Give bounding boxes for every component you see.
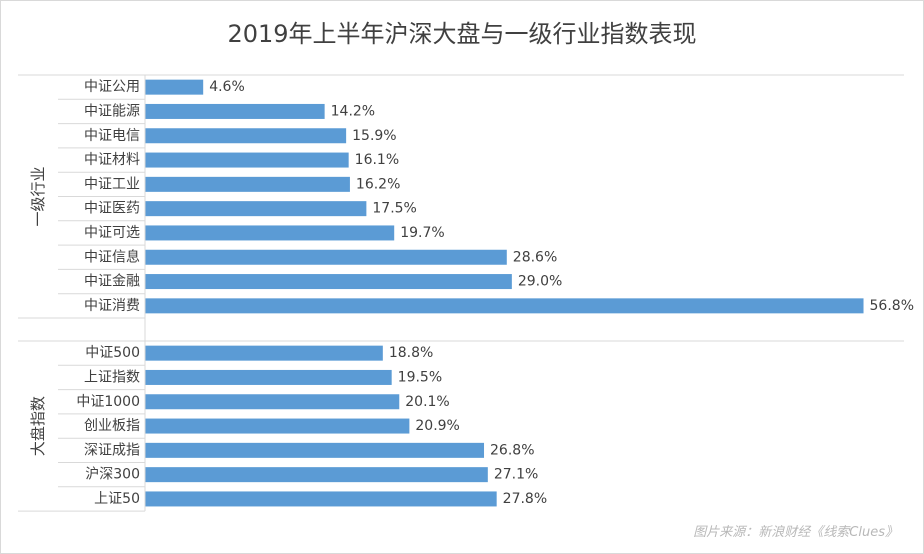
- category-label: 沪深300: [85, 467, 140, 483]
- category-label: 中证消费: [84, 298, 140, 314]
- bar: [145, 442, 485, 458]
- bar: [145, 369, 392, 385]
- data-label: 29.0%: [518, 274, 562, 290]
- bar: [145, 79, 204, 95]
- bar: [145, 394, 400, 410]
- bar: [145, 103, 325, 119]
- data-label: 27.8%: [503, 491, 547, 507]
- bar: [145, 128, 347, 144]
- category-label: 深证成指: [84, 442, 140, 458]
- category-label: 上证指数: [84, 369, 140, 385]
- data-label: 20.1%: [405, 394, 449, 410]
- bar: [145, 298, 864, 314]
- chart-title: 2019年上半年沪深大盘与一级行业指数表现: [227, 20, 697, 48]
- category-label: 中证材料: [84, 152, 140, 168]
- bar: [145, 491, 497, 507]
- category-label: 中证500: [85, 345, 140, 361]
- data-label: 56.8%: [870, 298, 914, 314]
- category-label: 中证金融: [84, 274, 140, 290]
- category-label: 中证1000: [76, 394, 140, 410]
- bar: [145, 345, 383, 361]
- data-label: 20.9%: [415, 418, 459, 434]
- data-label: 4.6%: [209, 79, 245, 95]
- category-label: 中证医药: [84, 201, 140, 217]
- group-label: 大盘指数: [29, 396, 47, 456]
- data-label: 18.8%: [389, 345, 433, 361]
- bar: [145, 418, 410, 434]
- category-label: 中证工业: [84, 176, 140, 192]
- group-label: 一级行业: [29, 166, 47, 226]
- category-label: 上证50: [94, 491, 140, 507]
- data-label: 19.5%: [398, 369, 442, 385]
- category-label: 中证可选: [84, 225, 140, 241]
- bar: [145, 225, 395, 241]
- bar: [145, 152, 349, 168]
- bar: [145, 249, 507, 265]
- data-label: 26.8%: [490, 442, 534, 458]
- data-label: 17.5%: [372, 201, 416, 217]
- data-label: 14.2%: [331, 103, 375, 119]
- data-label: 15.9%: [352, 128, 396, 144]
- category-label: 中证公用: [84, 79, 140, 95]
- data-label: 27.1%: [494, 467, 538, 483]
- source-note: 图片来源：新浪财经《线索Clues》: [693, 525, 898, 540]
- data-label: 19.7%: [400, 225, 444, 241]
- category-label: 中证能源: [84, 103, 140, 119]
- bar: [145, 274, 512, 290]
- category-label: 中证信息: [84, 248, 140, 265]
- data-label: 28.6%: [513, 249, 557, 265]
- data-label: 16.2%: [356, 176, 400, 192]
- bar: [145, 176, 350, 192]
- category-label: 创业板指: [84, 418, 140, 434]
- data-label: 16.1%: [355, 152, 399, 168]
- category-label: 中证电信: [84, 128, 140, 144]
- bar: [145, 201, 367, 217]
- bar: [145, 467, 488, 483]
